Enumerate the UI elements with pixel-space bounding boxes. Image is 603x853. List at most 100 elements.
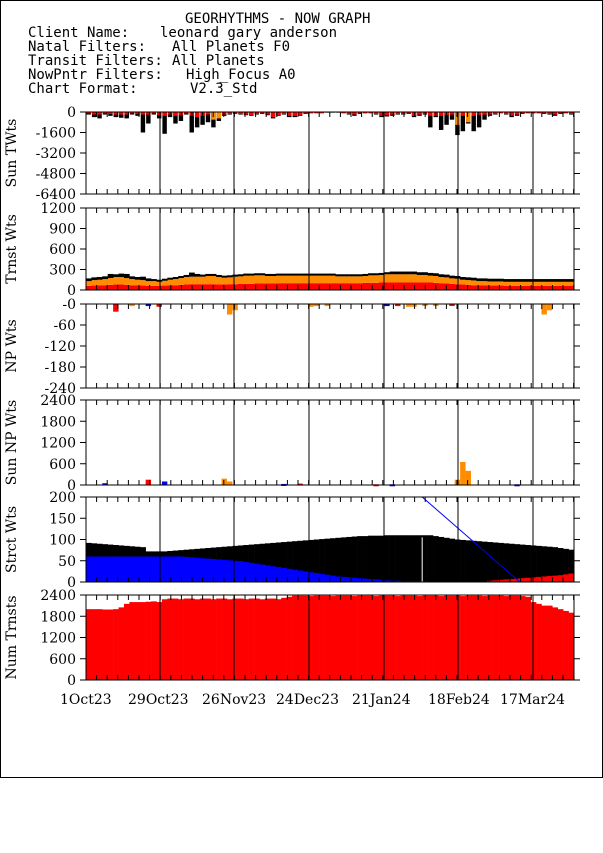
bar-num-trnsts-67 [449, 595, 456, 680]
bar-num-trnsts-88 [563, 610, 569, 680]
bar-trnst-wts-black-1 [91, 277, 98, 281]
chart-format-label: Chart Format: [28, 81, 138, 97]
bar-sun-twts-red-22 [205, 112, 211, 115]
bar-sun-twts-red-42 [314, 112, 319, 114]
bar-strct-black-56 [389, 535, 396, 582]
panel-border-strct-wts [85, 496, 575, 583]
xtick-label-5: 18Feb24 [428, 692, 490, 708]
bar-trnst-wts-red-89 [568, 285, 575, 290]
bar-trnst-wts-black-36 [281, 273, 287, 276]
bar-sun-twts-red-5 [113, 112, 119, 115]
bar-num-trnsts-76 [498, 595, 504, 680]
bar-strct-black-85 [546, 546, 553, 582]
bar-sun-twts-total-17 [178, 112, 184, 121]
bar-sun-twts-red-43 [319, 112, 325, 114]
bar-num-trnsts-39 [297, 595, 304, 680]
bar-trnst-wts-orange-37 [286, 275, 293, 284]
bar-trnst-wts-red-55 [384, 282, 390, 290]
bar-num-trnsts-64 [433, 595, 439, 680]
bar-trnst-wts-orange-27 [232, 276, 239, 285]
bar-strct-black-66 [443, 537, 450, 582]
bar-trnst-wts-orange-31 [254, 275, 260, 284]
bar-trnst-wts-orange-0 [86, 281, 92, 286]
natal-filters-label: Natal Filters: [28, 39, 147, 55]
bar-strct-blue-10 [140, 556, 146, 582]
bar-trnst-wts-red-65 [438, 283, 445, 290]
bar-sun-twts-red-16 [173, 112, 178, 116]
bar-sun-twts-red-79 [514, 112, 520, 115]
bar-num-trnsts-53 [373, 596, 380, 680]
bar-strct-black-38 [292, 541, 298, 582]
bar-num-trnsts-9 [134, 602, 141, 680]
bar-trnst-wts-orange-80 [519, 281, 526, 286]
bar-strct-black-58 [400, 535, 407, 582]
bar-strct-black-74 [487, 542, 493, 582]
bar-trnst-wts-red-43 [319, 283, 325, 290]
bar-trnst-wts-black-59 [405, 271, 412, 275]
bar-strct-black-57 [395, 535, 401, 582]
bar-sun-twts-red-30 [249, 112, 254, 116]
bar-sun-twts-red-87 [558, 112, 563, 114]
ytick-label-sun-np-wts-3: 600 [49, 457, 76, 473]
chart-title: GEORHYTHMS - NOW GRAPH [185, 11, 371, 27]
bar-strct-black-73 [481, 541, 488, 582]
bar-sun-twts-red-89 [569, 112, 574, 114]
bar-sun-twts-total-73 [482, 112, 487, 120]
bar-sun-twts-red-28 [238, 112, 243, 114]
bar-trnst-wts-red-20 [194, 284, 201, 290]
bar-trnst-wts-orange-69 [460, 279, 466, 285]
bar-strct-red-78 [508, 579, 515, 582]
bar-strct-black-49 [351, 536, 358, 582]
bar-num-trnsts-21 [199, 598, 206, 680]
bar-trnst-wts-black-48 [346, 274, 352, 277]
ytick-label-np-wts-3: -180 [45, 360, 76, 376]
bar-trnst-wts-red-14 [161, 285, 168, 290]
bar-trnst-wts-orange-28 [237, 276, 244, 284]
bar-trnst-wts-black-3 [102, 276, 108, 280]
bar-sun-twts-red-14 [162, 112, 167, 116]
bar-trnst-wts-red-28 [237, 283, 244, 290]
bar-trnst-wts-orange-64 [433, 275, 439, 283]
bar-np-wts-26 [226, 304, 233, 315]
bar-strct-red-83 [536, 576, 542, 582]
bar-strct-blue-40 [302, 571, 309, 582]
bar-trnst-wts-red-70 [465, 284, 472, 290]
bar-sun-twts-total-66 [444, 112, 449, 125]
bar-num-trnsts-58 [400, 595, 407, 680]
bar-num-trnsts-63 [427, 595, 434, 680]
bar-strct-blue-3 [102, 556, 108, 582]
bar-strct-blue-37 [286, 568, 293, 582]
bar-sun-twts-red-49 [352, 112, 357, 115]
bar-sun-twts-total-19 [189, 112, 194, 133]
bar-trnst-wts-red-30 [248, 283, 255, 290]
bar-trnst-wts-red-76 [498, 285, 504, 290]
bar-trnst-wts-orange-35 [275, 275, 282, 284]
bar-trnst-wts-orange-87 [557, 281, 564, 286]
bar-strct-red-87 [557, 575, 564, 582]
bar-sun-twts-red-54 [379, 112, 384, 116]
bar-trnst-wts-orange-56 [389, 274, 396, 283]
bar-num-trnsts-78 [508, 595, 515, 680]
bar-trnst-wts-red-7 [123, 284, 130, 290]
ytick-label-strct-wts-0: 200 [49, 490, 76, 506]
ylabel-np-wts: NP Wts [4, 319, 20, 372]
xtick-label-3: 24Dec23 [276, 692, 339, 708]
bar-trnst-wts-black-17 [178, 275, 184, 279]
bar-trnst-wts-black-77 [503, 279, 510, 282]
bar-trnst-wts-orange-23 [210, 275, 217, 285]
bar-sun-twts-red-65 [438, 112, 444, 116]
bar-num-trnsts-40 [302, 595, 309, 680]
bar-trnst-wts-black-53 [373, 273, 380, 276]
bar-trnst-wts-black-14 [161, 278, 168, 281]
bar-num-trnsts-20 [194, 599, 201, 680]
bar-trnst-wts-red-5 [113, 284, 119, 290]
bar-trnst-wts-black-39 [297, 273, 304, 276]
bar-trnst-wts-red-52 [367, 282, 374, 290]
bar-sun-np-wts-14 [161, 481, 168, 485]
bar-strct-red-77 [503, 579, 510, 582]
bar-num-trnsts-65 [438, 596, 445, 680]
bar-strct-black-34 [270, 542, 277, 582]
bar-num-trnsts-83 [536, 603, 542, 680]
bar-strct-black-78 [508, 543, 515, 582]
bar-sun-twts-total-20 [194, 112, 200, 128]
